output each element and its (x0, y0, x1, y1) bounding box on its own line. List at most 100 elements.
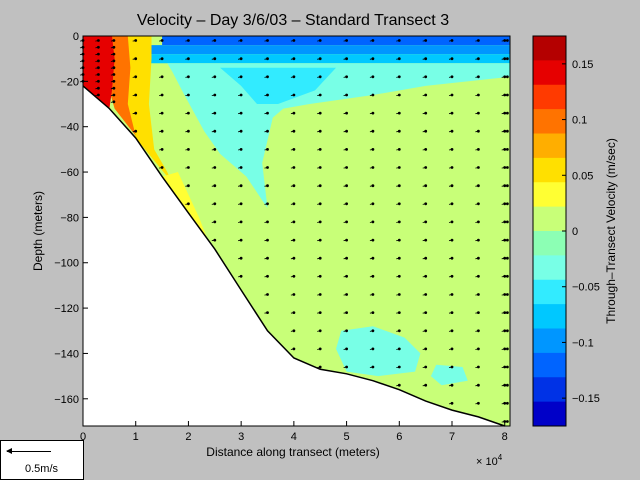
vector-line (448, 130, 453, 133)
vector-line (396, 275, 400, 278)
vector-line (369, 330, 373, 332)
vector-line (369, 348, 373, 350)
vector-dot (213, 202, 217, 206)
y-tick-label: 0 (73, 31, 79, 43)
vector-line (501, 149, 505, 151)
vector-line (95, 67, 99, 69)
vector-line (501, 221, 505, 223)
vector-line (475, 294, 479, 296)
vector-line (317, 366, 321, 368)
vector-dot (213, 93, 217, 97)
vector-line (504, 330, 508, 332)
vector-line (501, 203, 505, 205)
vector-dot (213, 75, 217, 79)
x-axis-multiplier: × 104 (476, 453, 503, 468)
vector-line (396, 112, 400, 115)
colorbar-swatch (533, 401, 566, 427)
vector-line (501, 421, 505, 423)
vector-dot (345, 57, 348, 61)
vector-line (185, 40, 189, 42)
vector-line (290, 221, 294, 223)
vector-line (504, 312, 508, 314)
vector-line (396, 257, 400, 260)
colorbar-tick-label: 0.05 (572, 170, 593, 182)
vector-line (501, 366, 505, 368)
vector-line (110, 67, 114, 69)
vector-line (448, 330, 453, 332)
field-region-surface-blue-3 (141, 54, 510, 64)
vector-line (501, 94, 505, 96)
vector-line (110, 46, 114, 49)
seafloor-fill (83, 85, 510, 427)
vector-line (422, 294, 426, 296)
vector-line (343, 239, 347, 242)
vector-line (369, 294, 373, 296)
vector-line (369, 167, 373, 169)
vector-line (396, 330, 400, 332)
vector-line (501, 384, 505, 387)
velocity-vectors (79, 39, 509, 423)
vector-line (159, 76, 163, 78)
vector-line (369, 366, 373, 368)
vector-line (264, 312, 268, 314)
vector-line (501, 239, 505, 242)
vector-line (422, 76, 426, 78)
colorbar-swatch (533, 157, 566, 183)
vector-line (448, 312, 453, 314)
vector-line (475, 384, 479, 387)
vector-line (110, 40, 114, 42)
colorbar-swatch (533, 328, 566, 354)
vector-line (264, 239, 268, 242)
vector-line (95, 53, 99, 56)
vector-line (422, 58, 426, 60)
colorbar-label: Through–Transect Velocity (m/sec) (604, 138, 618, 324)
vector-line (504, 167, 508, 169)
vector-line (396, 58, 400, 60)
vector-line (396, 384, 400, 387)
vector-line (501, 402, 505, 405)
colorbar-tick-label: 0.1 (572, 115, 587, 127)
vector-line (475, 203, 479, 205)
vector-dot (397, 57, 401, 61)
x-tick-label: 2 (185, 431, 191, 443)
vector-line (448, 294, 453, 296)
vector-line (396, 76, 400, 78)
vector-line (317, 149, 321, 151)
vector-line (110, 94, 114, 96)
vector-line (95, 40, 99, 42)
vector-line (185, 112, 189, 115)
vector-line (343, 94, 347, 96)
y-axis: 0 −20 −40 −60 −80 −100 −120 −140 −160 (54, 31, 88, 406)
vector-line (504, 366, 508, 368)
colorbar-swatch (533, 304, 566, 330)
vector-line (475, 130, 479, 133)
x-axis-label: Distance along transect (meters) (206, 445, 379, 459)
vector-dot (213, 57, 217, 61)
y-tick-label: −80 (60, 212, 79, 224)
vector-line (317, 239, 321, 242)
vector-line (290, 58, 294, 60)
vector-line (475, 275, 479, 278)
vector-line (504, 221, 508, 223)
vector-line (504, 294, 508, 296)
vector-dot (424, 57, 428, 61)
colorbar-swatch (533, 206, 566, 232)
vector-line (343, 294, 347, 296)
vector-line (343, 112, 347, 115)
colorbar-swatch (533, 133, 566, 159)
vector-line (110, 74, 114, 76)
vector-line (369, 257, 373, 260)
vector-line (317, 221, 321, 223)
vector-line (448, 348, 453, 350)
vector-line (264, 275, 268, 278)
x-tick-label: 6 (396, 431, 402, 443)
vector-line (396, 167, 400, 169)
colorbar-swatch (533, 255, 566, 281)
vector-line (422, 149, 426, 151)
vector-line (185, 76, 189, 78)
vector-line (264, 257, 268, 260)
vector-line (317, 330, 321, 332)
vector-line (369, 203, 373, 205)
vector-line (343, 203, 347, 205)
